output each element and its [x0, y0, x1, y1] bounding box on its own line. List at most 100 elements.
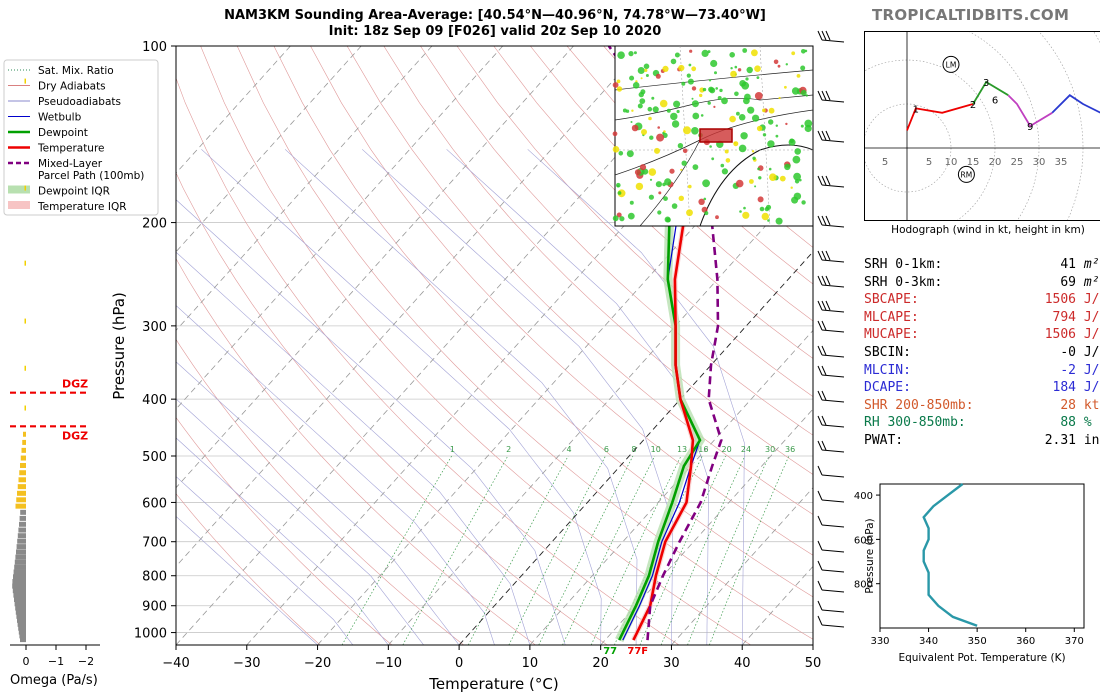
legend-item: Dewpoint IQR	[8, 185, 110, 198]
surface-temperature-label: 77F	[627, 646, 648, 657]
wind-barb-flag	[821, 215, 827, 226]
wind-barb	[817, 515, 845, 528]
y-tick-label: 500	[142, 450, 167, 465]
map-precip	[709, 145, 712, 148]
wind-barb	[817, 30, 845, 43]
stat-label: PWAT:	[864, 432, 904, 448]
map-precip	[721, 97, 728, 105]
isotherm	[458, 251, 813, 645]
stat-label: SRH 0-1km:	[864, 257, 943, 272]
wind-barb	[817, 345, 845, 358]
map-inset	[612, 45, 814, 227]
mixing-ratio-line	[402, 455, 509, 645]
map-precip	[745, 77, 749, 81]
map-precip	[635, 80, 638, 83]
mixing-ratio-line	[709, 455, 790, 645]
omega-xlabel: Omega (Pa/s)	[10, 673, 98, 688]
theta-e-line	[922, 483, 978, 627]
stat-label: SBCIN:	[864, 344, 911, 360]
theta-e-ylabel: Pressure (hPa)	[864, 518, 876, 593]
map-precip	[754, 92, 763, 100]
wind-barb-flag	[825, 90, 831, 101]
map-precip	[648, 116, 652, 121]
wind-barb	[817, 615, 845, 628]
map-precip	[751, 150, 755, 153]
isotherm	[671, 487, 813, 645]
map-precip	[742, 48, 748, 53]
legend-label: Mixed-Layer	[38, 158, 103, 170]
dry-adiabat	[236, 46, 813, 640]
wind-barb	[817, 580, 845, 593]
wind-barb-flag	[825, 275, 831, 286]
wind-barb-flag	[821, 175, 827, 186]
map-precip	[708, 79, 712, 82]
wind-barb-flag	[825, 30, 831, 41]
legend-label: Dry Adiabats	[38, 81, 106, 93]
map-precip	[775, 124, 778, 127]
surface-dewpoint-label: 77	[603, 646, 617, 657]
map-precip	[666, 108, 671, 113]
map-precip	[730, 70, 737, 78]
map-precip	[612, 146, 620, 153]
map-precip	[736, 111, 740, 116]
map-precip	[800, 89, 807, 96]
wind-barb-shaft	[821, 224, 845, 228]
map-precip	[719, 88, 723, 93]
map-precip	[681, 160, 687, 166]
stat-unit: %	[1076, 415, 1092, 431]
wind-barb-flag	[817, 615, 823, 626]
map-precip	[654, 147, 660, 154]
stat-label: MLCIN:	[864, 362, 911, 378]
map-precip	[752, 114, 760, 122]
omega-tick-label: 0	[23, 655, 30, 668]
stat-value: 28	[1060, 397, 1076, 413]
map-precip	[674, 52, 680, 58]
omega-bar	[17, 617, 26, 623]
brand-logo[interactable]: TROPICALTIDBITS.COM	[872, 6, 1070, 24]
isotherm	[600, 408, 813, 645]
isotherm	[176, 46, 574, 489]
wind-barbs	[817, 30, 845, 628]
map-precip	[645, 74, 649, 77]
y-tick-label: 600	[142, 496, 167, 511]
map-precip	[784, 85, 787, 89]
legend-swatch	[8, 201, 30, 209]
wind-barb-flag	[825, 215, 831, 226]
map-precip	[790, 186, 793, 189]
x-tick-label: −10	[375, 656, 402, 671]
map-precip	[767, 140, 775, 148]
map-precip	[742, 211, 750, 219]
map-precip	[657, 126, 660, 129]
map-precip	[768, 119, 774, 125]
isotherm	[176, 46, 362, 253]
pseudoadiabat	[176, 305, 495, 645]
dry-adiabat	[346, 46, 813, 515]
map-precip	[734, 91, 739, 97]
x-tick-label: 40	[734, 656, 751, 671]
omega-bar	[16, 544, 26, 550]
omega-bar	[16, 613, 26, 619]
map-precip	[775, 217, 783, 225]
map-precip	[619, 216, 625, 222]
stat-row: MLCIN: -2 J/kg	[864, 362, 1100, 380]
omega-bar	[19, 633, 26, 639]
omega-bar	[22, 439, 26, 445]
theta-e-y-tick-label: 400	[854, 491, 873, 502]
map-precip	[794, 148, 801, 155]
map-precip	[756, 125, 763, 132]
omega-bar	[16, 497, 26, 503]
stat-row: SRH 0-1km: 41 m²s⁻²	[864, 256, 1100, 274]
map-precip	[744, 93, 751, 101]
omega-bar	[14, 601, 26, 607]
map-precip	[676, 109, 680, 114]
map-precip	[700, 114, 704, 117]
stat-value: 794	[1052, 309, 1076, 325]
map-precip	[686, 73, 691, 78]
theta-e-x-tick-label: 370	[1065, 636, 1084, 647]
map-precip	[664, 178, 672, 186]
map-precip	[698, 198, 705, 205]
map-precip	[741, 81, 750, 90]
stat-value: 184	[1052, 380, 1076, 396]
wind-barb	[817, 365, 845, 378]
omega-bar	[13, 569, 26, 575]
